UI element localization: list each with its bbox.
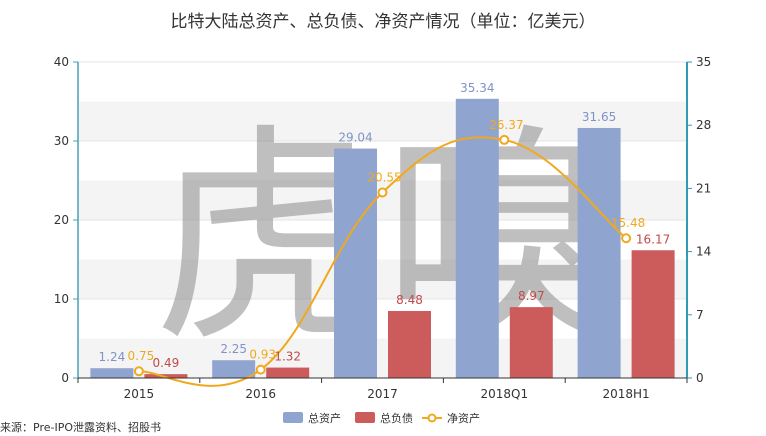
y-tick-label-right: 7 <box>696 308 704 322</box>
line-point-2018H1 <box>621 233 632 244</box>
line-label-2018H1: 15.48 <box>611 216 645 230</box>
bar-总负债-2015 <box>144 374 188 378</box>
line-label-2016: 0.93 <box>249 348 276 362</box>
legend-swatch <box>355 412 375 423</box>
bar-总负债-2018Q1 <box>509 307 553 378</box>
bar-总资产-2017 <box>334 148 377 378</box>
source-note: 来源：Pre-IPO泄露资料、招股书 <box>0 420 161 434</box>
bar-总资产-2015 <box>90 368 134 378</box>
line-label-2017: 20.55 <box>367 170 401 184</box>
bar-总资产-2018Q1 <box>455 98 499 379</box>
line-label-2018Q1: 26.37 <box>489 118 523 132</box>
bar-label-总负债-2016: 1.32 <box>274 350 301 364</box>
y-tick-label-left: 40 <box>54 55 69 69</box>
bar-label-总负债-2015: 0.49 <box>153 356 180 370</box>
y-tick-label-right: 0 <box>696 371 704 385</box>
bar-总负债-2017 <box>388 311 431 378</box>
x-tick-label: 2016 <box>245 387 276 401</box>
chart-title: 比特大陆总资产、总负债、净资产情况（单位：亿美元） <box>171 12 596 32</box>
legend-item-净资产[interactable]: 净资产 <box>422 411 480 425</box>
x-tick-label: 2018Q1 <box>480 387 528 401</box>
bar-label-总资产-2018H1: 31.65 <box>582 110 616 124</box>
y-tick-label-right: 35 <box>696 55 711 69</box>
y-tick-label-left: 0 <box>61 371 69 385</box>
line-label-2015: 0.75 <box>128 349 155 363</box>
legend-swatch <box>283 412 303 423</box>
legend-item-总负债[interactable]: 总负债 <box>355 411 413 425</box>
line-group <box>133 134 632 387</box>
legend-label: 净资产 <box>447 411 480 425</box>
y-tick-label-left: 30 <box>54 134 69 148</box>
bar-总负债-2018H1 <box>631 250 675 378</box>
data-labels: 1.24 2.25 29.04 35.34 31.65 0.49 1.32 8.48 8.97 1… <box>99 81 671 370</box>
x-tick-label: 2018H1 <box>602 387 649 401</box>
line-净资产 <box>138 136 627 387</box>
y-tick-label-left: 20 <box>54 213 69 227</box>
axes-group: 0 10 20 30 40 0 7 14 21 28 35 2015 2016 2017 2018Q1 201… <box>54 55 712 401</box>
y-tick-label-left: 10 <box>54 292 69 306</box>
x-tick-label: 2015 <box>124 387 155 401</box>
x-tick-label: 2017 <box>367 387 398 401</box>
bar-label-总资产-2015: 1.24 <box>99 350 126 364</box>
bar-label-总资产-2017: 29.04 <box>338 131 372 145</box>
line-point-2017 <box>377 187 388 198</box>
legend-item-总资产[interactable]: 总资产 <box>283 411 341 425</box>
bar-总资产-2016 <box>212 360 256 378</box>
legend-swatch-marker <box>427 413 437 423</box>
line-point-2015 <box>133 366 144 377</box>
legend-label: 总负债 <box>380 411 413 425</box>
plot-band <box>78 62 687 102</box>
line-point-2016 <box>255 364 266 375</box>
legend[interactable]: 总资产 总负债 净资产 <box>283 411 480 425</box>
line-point-2018Q1 <box>499 134 510 145</box>
bar-label-总资产-2018Q1: 35.34 <box>460 81 494 95</box>
bar-label-总负债-2018Q1: 8.97 <box>518 289 545 303</box>
y-tick-label-right: 28 <box>696 118 711 132</box>
legend-label: 总资产 <box>308 411 341 425</box>
y-tick-label-right: 21 <box>696 181 711 195</box>
bar-label-总负债-2017: 8.48 <box>396 293 423 307</box>
bar-总资产-2018H1 <box>577 127 621 378</box>
bar-label-总负债-2018H1: 16.17 <box>636 232 670 246</box>
y-tick-label-right: 14 <box>696 245 711 259</box>
bars-group <box>90 98 675 379</box>
bar-label-总资产-2016: 2.25 <box>220 342 247 356</box>
bar-总负债-2016 <box>266 367 310 378</box>
